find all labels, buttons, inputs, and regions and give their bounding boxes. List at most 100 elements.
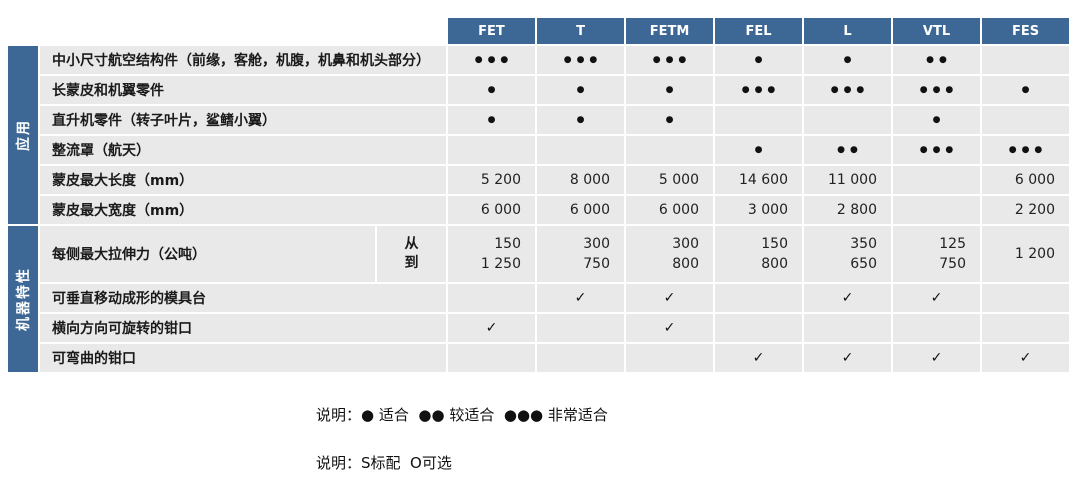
suitability-cell: ●: [626, 106, 713, 134]
suitability-cell: ●: [537, 106, 624, 134]
from-to-cell: 从 到: [377, 226, 446, 282]
suitability-cell: ●●●: [537, 46, 624, 74]
tension-cell: 350 650: [804, 226, 891, 282]
tension-to: 1 250: [480, 256, 521, 272]
feature-cell: [626, 344, 713, 372]
feature-cell: [804, 314, 891, 342]
column-header-fes: FES: [982, 18, 1069, 44]
tension-cell: 300 750: [537, 226, 624, 282]
value-cell: 11 000: [804, 166, 891, 194]
tension-from: 1 200: [1014, 245, 1055, 262]
tension-to: 800: [761, 256, 788, 272]
feature-cell: [715, 284, 802, 312]
column-header-fel: FEL: [715, 18, 802, 44]
value-cell: 6 000: [448, 196, 535, 224]
suitability-cell: [715, 106, 802, 134]
suitability-cell: ●●●: [448, 46, 535, 74]
suitability-cell: ●●●: [982, 136, 1069, 164]
tension-from: 125: [939, 235, 966, 252]
suitability-cell: ●: [982, 76, 1069, 104]
group-application: 应用: [8, 46, 38, 224]
row-label-long-skins: 长蒙皮和机翼零件: [40, 76, 446, 104]
value-cell: [893, 166, 980, 194]
legend-suitability: 说明：● 适合 ●● 较适合 ●●● 非常适合: [316, 406, 608, 424]
feature-cell: [715, 314, 802, 342]
suitability-cell: ●: [626, 76, 713, 104]
tension-to: 750: [583, 256, 610, 272]
row-label-max-tension: 每侧最大拉伸力（公吨）: [40, 226, 375, 282]
tension-to: 750: [939, 256, 966, 272]
value-cell: 3 000: [715, 196, 802, 224]
group-application-label: 应用: [16, 119, 32, 151]
suitability-cell: ●: [715, 46, 802, 74]
column-header-t: T: [537, 18, 624, 44]
row-label-rotatable-jaws: 横向方向可旋转的钳口: [40, 314, 446, 342]
feature-cell: ✓: [448, 314, 535, 342]
suitability-cell: ●●: [804, 136, 891, 164]
suitability-cell: ●●: [893, 46, 980, 74]
suitability-cell: ●: [893, 106, 980, 134]
tension-from: 150: [761, 235, 788, 252]
tension-cell: 150 1 250: [448, 226, 535, 282]
tension-cell: 150 800: [715, 226, 802, 282]
suitability-cell: ●●●: [626, 46, 713, 74]
feature-cell: ✓: [715, 344, 802, 372]
feature-cell: ✓: [804, 284, 891, 312]
suitability-cell: ●●●: [715, 76, 802, 104]
suitability-cell: [537, 136, 624, 164]
feature-cell: ✓: [893, 344, 980, 372]
feature-cell: ✓: [982, 344, 1069, 372]
column-header-l: L: [804, 18, 891, 44]
suitability-cell: ●●●: [893, 136, 980, 164]
row-label-aero-structures: 中小尺寸航空结构件（前缘，客舱，机腹，机鼻和机头部分）: [40, 46, 446, 74]
value-cell: 2 800: [804, 196, 891, 224]
feature-cell: [893, 314, 980, 342]
value-cell: 2 200: [982, 196, 1069, 224]
tension-cell: 1 200: [982, 226, 1069, 282]
suitability-cell: ●: [715, 136, 802, 164]
tension-to: 800: [672, 256, 699, 272]
row-label-max-width: 蒙皮最大宽度（mm）: [40, 196, 446, 224]
tension-from: 300: [672, 235, 699, 252]
suitability-cell: ●: [804, 46, 891, 74]
value-cell: 6 000: [626, 196, 713, 224]
value-cell: 8 000: [537, 166, 624, 194]
suitability-cell: [448, 136, 535, 164]
feature-cell: [537, 344, 624, 372]
suitability-cell: ●: [448, 106, 535, 134]
suitability-cell: ●: [537, 76, 624, 104]
row-label-bendable-jaws: 可弯曲的钳口: [40, 344, 446, 372]
column-header-fetm: FETM: [626, 18, 713, 44]
machine-comparison-table: FET T FETM FEL L VTL FES 应用 机器特性 中小尺寸航空结…: [8, 18, 1069, 372]
feature-cell: [537, 314, 624, 342]
from-label: 从: [404, 236, 419, 253]
column-header-vtl: VTL: [893, 18, 980, 44]
row-label-helicopter-parts: 直升机零件（转子叶片，鲨鳍小翼）: [40, 106, 446, 134]
group-machine-features-label: 机器特性: [16, 267, 32, 331]
suitability-cell: [982, 46, 1069, 74]
feature-cell: [982, 284, 1069, 312]
tension-from: 300: [583, 235, 610, 252]
value-cell: [893, 196, 980, 224]
feature-cell: ✓: [626, 314, 713, 342]
tension-cell: 125 750: [893, 226, 980, 282]
column-header-fet: FET: [448, 18, 535, 44]
suitability-cell: [982, 106, 1069, 134]
group-machine-features: 机器特性: [8, 226, 38, 372]
suitability-cell: [804, 106, 891, 134]
value-cell: 6 000: [537, 196, 624, 224]
tension-from: 150: [494, 235, 521, 252]
value-cell: 6 000: [982, 166, 1069, 194]
suitability-cell: [626, 136, 713, 164]
suitability-cell: ●: [448, 76, 535, 104]
row-label-max-length: 蒙皮最大长度（mm）: [40, 166, 446, 194]
suitability-cell: ●●●: [804, 76, 891, 104]
legend-standard-optional: 说明：S标配 O可选: [316, 454, 452, 472]
feature-cell: ✓: [626, 284, 713, 312]
value-cell: 14 600: [715, 166, 802, 194]
value-cell: 5 200: [448, 166, 535, 194]
tension-from: 350: [850, 235, 877, 252]
row-label-fairings: 整流罩（航天）: [40, 136, 446, 164]
feature-cell: ✓: [537, 284, 624, 312]
row-label-movable-die-table: 可垂直移动成形的模具台: [40, 284, 446, 312]
